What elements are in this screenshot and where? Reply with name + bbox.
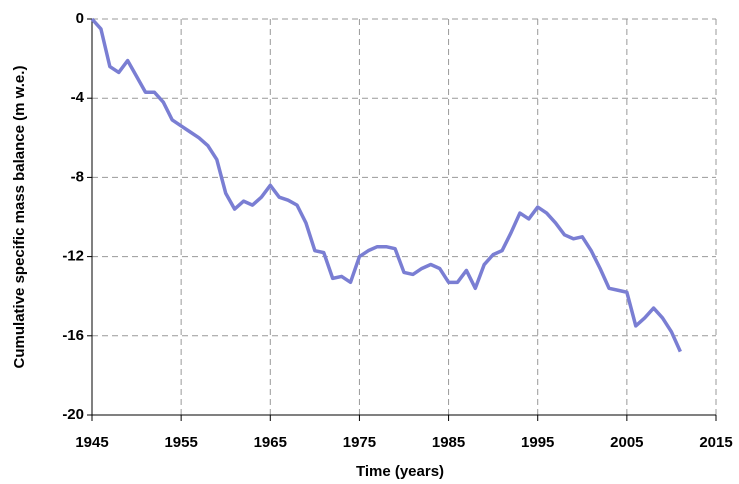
x-axis-label: Time (years) xyxy=(356,463,444,480)
data-line xyxy=(90,17,682,353)
x-tick-label: 1975 xyxy=(343,434,376,451)
x-tick-label: 2005 xyxy=(610,434,643,451)
y-tick-label: -8 xyxy=(71,168,84,185)
y-tick-label: -16 xyxy=(62,327,84,344)
y-axis-label: Cumulative specific mass balance (m w.e.… xyxy=(11,66,28,369)
x-tick-label: 1985 xyxy=(432,434,465,451)
x-tick-label: 1995 xyxy=(521,434,554,451)
y-tick-label: -20 xyxy=(62,406,84,423)
x-tick-label: 1965 xyxy=(254,434,287,451)
y-tick-label: -12 xyxy=(62,248,84,265)
x-tick-label: 2015 xyxy=(699,434,732,451)
x-tick-label: 1945 xyxy=(75,434,108,451)
y-tick-label: -4 xyxy=(71,89,85,106)
x-tick-label: 1955 xyxy=(164,434,197,451)
y-tick-label: 0 xyxy=(76,10,84,27)
